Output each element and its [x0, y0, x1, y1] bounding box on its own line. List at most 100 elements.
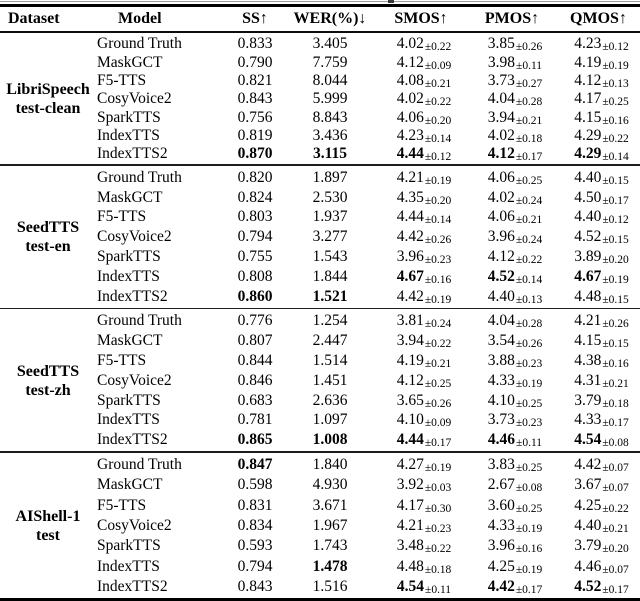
ss-value-cell: 0.846: [225, 371, 285, 391]
model-name: MaskGCT: [97, 476, 163, 494]
pmos-value: 4.40: [487, 287, 515, 305]
qmos-value: 4.15: [574, 332, 602, 350]
pmos-stddev: ±0.19: [515, 563, 543, 576]
qmos-value-cell: 4.42 ±0.07: [557, 455, 640, 475]
ss-value-cell: 0.776: [225, 311, 285, 331]
wer-value: 1.478: [312, 557, 348, 575]
smos-value-cell: 4.21 ±0.23: [375, 516, 467, 536]
smos-value-cell: 4.67 ±0.16: [375, 267, 467, 287]
pmos-value: 4.33: [487, 516, 515, 534]
dataset-label-line2: test-clean: [15, 100, 81, 117]
smos-value-cell: 4.23 ±0.14: [375, 126, 467, 145]
qmos-stddev: ±0.21: [602, 377, 629, 390]
wer-value-cell: 3.277: [285, 227, 375, 247]
ss-value: 0.794: [237, 557, 273, 575]
wer-value-cell: 1.840: [285, 455, 375, 475]
pmos-stddev: ±0.17: [515, 584, 543, 597]
pmos-value: 4.12: [487, 145, 515, 163]
wer-value-cell: 2.447: [285, 331, 375, 351]
qmos-value: 4.40: [574, 208, 602, 226]
pmos-value: 3.54: [487, 332, 515, 350]
pmos-value: 4.06: [487, 208, 515, 226]
ss-value: 0.844: [237, 351, 273, 369]
ss-value: 0.843: [237, 578, 273, 596]
ss-value-cell: 0.593: [225, 536, 285, 556]
ss-value: 0.755: [237, 248, 273, 266]
qmos-stddev: ±0.15: [602, 338, 629, 351]
qmos-stddev: ±0.20: [602, 254, 629, 267]
wer-value: 1.840: [312, 455, 348, 473]
qmos-value-cell: 4.67 ±0.19: [557, 267, 640, 287]
model-name: MaskGCT: [97, 332, 163, 350]
smos-value-cell: 4.02 ±0.22: [375, 90, 467, 108]
pmos-value-cell: 3.96 ±0.24: [467, 227, 557, 247]
ss-value: 0.834: [237, 516, 273, 534]
smos-value-cell: 4.06 ±0.20: [375, 108, 467, 127]
pmos-stddev: ±0.25: [515, 502, 543, 515]
ss-value: 0.598: [237, 476, 273, 494]
pmos-value-cell: 3.98 ±0.11: [467, 53, 557, 72]
ss-value-cell: 0.843: [225, 90, 285, 108]
smos-value: 4.12: [396, 53, 424, 71]
dataset-label-line1: SeedTTS: [16, 362, 80, 380]
pmos-value: 3.98: [487, 53, 516, 71]
ss-value: 0.808: [237, 267, 273, 285]
qmos-value: 3.79: [574, 391, 602, 409]
ss-value-cell: 0.808: [225, 267, 285, 287]
smos-stddev: ±0.30: [424, 502, 452, 515]
qmos-value: 4.29: [574, 145, 602, 163]
pmos-value-cell: 3.85 ±0.26: [467, 35, 557, 53]
dataset-group: SeedTTS test-zh Ground Truth 0.776 1.254 3.81…: [0, 309, 640, 451]
qmos-value: 4.31: [574, 371, 602, 389]
smos-value-cell: 4.08 ±0.21: [375, 72, 467, 90]
wer-value: 1.897: [312, 168, 348, 186]
qmos-value-cell: 4.19 ±0.19: [557, 53, 640, 72]
model-name: Ground Truth: [97, 312, 182, 330]
cropped-caption-remnant: [0, 0, 640, 4]
wer-value-cell: 1.516: [285, 577, 375, 597]
smos-stddev: ±0.11: [425, 584, 452, 597]
qmos-value: 4.12: [574, 71, 602, 89]
model-name: Ground Truth: [97, 168, 182, 186]
pmos-value: 4.12: [487, 248, 515, 266]
smos-value: 4.21: [396, 516, 424, 534]
smos-stddev: ±0.16: [424, 273, 452, 286]
pmos-value-cell: 3.83 ±0.25: [467, 455, 557, 475]
smos-value-cell: 4.42 ±0.19: [375, 287, 467, 307]
smos-value: 3.96: [396, 248, 424, 266]
wer-value-cell: 1.097: [285, 410, 375, 430]
qmos-value: 4.67: [574, 267, 602, 285]
group-separator-rule: [0, 164, 640, 166]
pmos-stddev: ±0.25: [515, 461, 543, 474]
qmos-value: 4.21: [574, 312, 602, 330]
qmos-value: 3.79: [574, 537, 602, 555]
qmos-stddev: ±0.17: [602, 194, 629, 207]
ss-value-cell: 0.803: [225, 207, 285, 227]
ss-value-cell: 0.844: [225, 351, 285, 371]
qmos-value: 4.23: [574, 35, 602, 53]
smos-value-cell: 3.65 ±0.26: [375, 390, 467, 410]
smos-value: 3.92: [396, 476, 424, 494]
wer-value: 3.405: [312, 35, 348, 53]
qmos-value-cell: 3.89 ±0.20: [557, 247, 640, 267]
smos-value-cell: 4.17 ±0.30: [375, 495, 467, 515]
qmos-stddev: ±0.12: [602, 41, 629, 54]
model-name: MaskGCT: [97, 53, 163, 71]
table-header-row: Dataset Model SS↑ WER(%)↓ SMOS↑ PMOS↑ QMOS↑: [0, 7, 640, 31]
dataset-label: LibriSpeech test-clean: [0, 35, 96, 163]
pmos-stddev: ±0.28: [515, 318, 543, 331]
wer-value-cell: 1.967: [285, 516, 375, 536]
ss-value: 0.593: [237, 537, 273, 555]
pmos-value-cell: 3.96 ±0.16: [467, 536, 557, 556]
ss-value: 0.803: [237, 208, 273, 226]
qmos-value: 4.46: [574, 557, 602, 575]
ss-value-cell: 0.865: [225, 430, 285, 450]
pmos-value-cell: 3.73 ±0.27: [467, 72, 557, 90]
ss-value: 0.831: [237, 496, 273, 514]
model-name: Ground Truth: [97, 455, 182, 473]
wer-value: 1.514: [312, 351, 348, 369]
wer-value-cell: 1.844: [285, 267, 375, 287]
smos-value: 4.44: [396, 431, 424, 449]
dataset-label-line1: SeedTTS: [16, 219, 80, 236]
ss-value: 0.781: [237, 411, 273, 429]
